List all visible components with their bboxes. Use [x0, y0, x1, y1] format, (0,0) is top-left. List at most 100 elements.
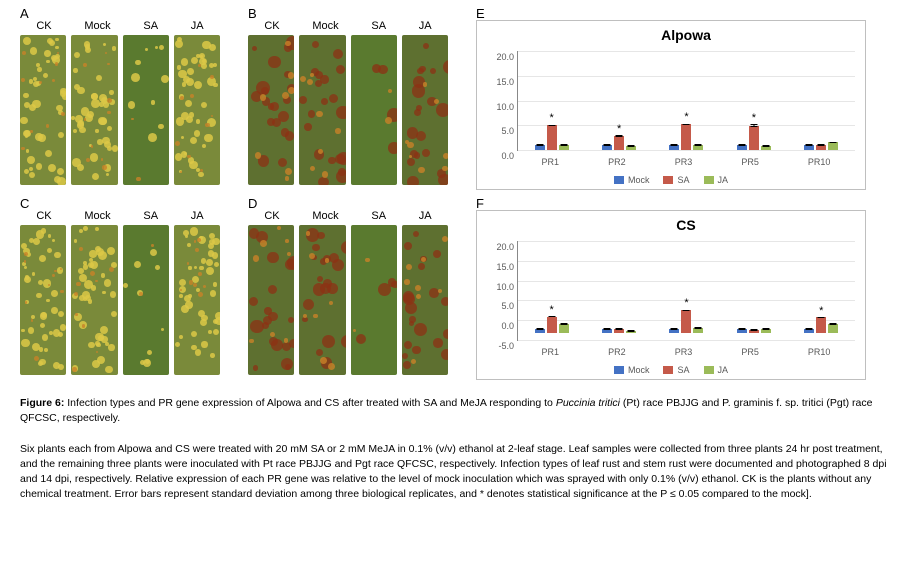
legend-item: Mock — [614, 365, 650, 375]
leaf-mock — [71, 225, 117, 375]
legend-label: JA — [718, 365, 729, 375]
leaf-ja — [174, 225, 220, 375]
label: CK — [264, 210, 279, 222]
leaf-ck — [248, 225, 294, 375]
legend-swatch — [614, 366, 624, 374]
bar-group: * — [669, 241, 703, 340]
significance-star: * — [752, 113, 756, 124]
panel-b-leaves — [248, 35, 448, 185]
y-tick: -5.0 — [486, 341, 514, 351]
leaf-mock — [299, 35, 345, 185]
legend-item: SA — [663, 175, 689, 185]
leaf-mock — [71, 35, 117, 185]
label: SA — [143, 20, 158, 32]
panel-letter-a: A — [20, 6, 29, 21]
panel-c-leaves — [20, 225, 220, 375]
label: SA — [143, 210, 158, 222]
bar-mock — [804, 329, 814, 333]
legend-swatch — [614, 176, 624, 184]
label: Mock — [312, 210, 338, 222]
chart-legend: Mock SA JA — [477, 365, 865, 375]
label: JA — [191, 20, 204, 32]
label: Mock — [84, 210, 110, 222]
plot-area: 0.05.010.015.020.0**** — [517, 51, 855, 151]
chart-legend: MockSAJA — [477, 175, 865, 185]
x-label: PR5 — [741, 157, 759, 167]
leaf-ck — [20, 35, 66, 185]
bar-group: * — [669, 51, 703, 150]
leaf-sa — [123, 35, 169, 185]
leaf-sa — [351, 35, 397, 185]
legend-swatch — [663, 366, 673, 374]
chart-title: Alpowa — [517, 27, 855, 43]
bar-ja — [693, 328, 703, 333]
label: SA — [371, 210, 386, 222]
y-tick: 5.0 — [486, 126, 514, 136]
legend-item: JA — [704, 365, 729, 375]
bar-ja — [626, 331, 636, 333]
label: Mock — [312, 20, 338, 32]
legend-label: SA — [677, 365, 689, 375]
panel-d-leaves — [248, 225, 448, 375]
leaf-ja — [402, 35, 448, 185]
significance-star: * — [684, 298, 688, 309]
bar-ja — [626, 146, 636, 150]
bar-sa — [816, 145, 826, 150]
bar-ja — [761, 329, 771, 333]
y-tick: 5.0 — [486, 301, 514, 311]
significance-star: * — [617, 124, 621, 135]
bar-mock — [804, 145, 814, 150]
panel-d: D CK Mock SA JA — [248, 210, 448, 380]
leaf-ck — [20, 225, 66, 375]
leaf-ja — [174, 35, 220, 185]
figure-grid: A CK Mock SA JA B CK Mock SA JA — [20, 20, 887, 380]
bar-group: * — [804, 241, 838, 340]
bar-group: * — [737, 51, 771, 150]
bar-mock — [535, 145, 545, 150]
panel-letter-c: C — [20, 196, 29, 211]
panel-d-labels: CK Mock SA JA — [248, 210, 448, 222]
chart-title: CS — [517, 217, 855, 233]
figure-caption: Figure 6: Infection types and PR gene ex… — [20, 396, 887, 503]
bar-sa: * — [681, 124, 691, 150]
bar-group — [804, 51, 838, 150]
y-tick: 20.0 — [486, 52, 514, 62]
bar-mock — [602, 329, 612, 333]
bar-ja — [761, 146, 771, 150]
y-tick: 0.0 — [486, 321, 514, 331]
caption-lead: Figure 6: — [20, 397, 64, 409]
chart-alpowa: Alpowa0.05.010.015.020.0****PR1PR2PR3PR5… — [476, 20, 866, 190]
label: JA — [419, 210, 432, 222]
bar-sa — [614, 329, 624, 333]
plot-area: -5.00.05.010.015.020.0*** — [517, 241, 855, 341]
bar-ja — [828, 324, 838, 334]
y-tick: 10.0 — [486, 102, 514, 112]
label: CK — [264, 20, 279, 32]
x-label: PR2 — [608, 157, 626, 167]
bar-group: * — [535, 241, 569, 340]
panel-a-leaves — [20, 35, 220, 185]
significance-star: * — [684, 112, 688, 123]
bar-sa: * — [614, 136, 624, 150]
legend-label: Mock — [628, 365, 650, 375]
y-tick: 15.0 — [486, 262, 514, 272]
bar-mock — [602, 145, 612, 150]
label: JA — [419, 20, 432, 32]
significance-star: * — [550, 305, 554, 316]
bar-mock — [737, 329, 747, 333]
panel-letter-b: B — [248, 6, 257, 21]
leaf-ja — [402, 225, 448, 375]
bar-ja — [559, 145, 569, 150]
label: JA — [191, 210, 204, 222]
x-label: PR10 — [808, 347, 831, 357]
panel-b-labels: CK Mock SA JA — [248, 20, 448, 32]
caption-title: Infection types and PR gene expression o… — [20, 397, 872, 424]
bar-ja — [693, 145, 703, 150]
panel-b: B CK Mock SA JA — [248, 20, 448, 190]
leaf-mock — [299, 225, 345, 375]
panel-letter-f: F — [476, 196, 484, 211]
leaf-sa — [123, 225, 169, 375]
panel-f: F CS-5.00.05.010.015.020.0***PR1PR2PR3PR… — [476, 210, 866, 380]
x-label: PR3 — [675, 157, 693, 167]
bar-group: * — [602, 51, 636, 150]
